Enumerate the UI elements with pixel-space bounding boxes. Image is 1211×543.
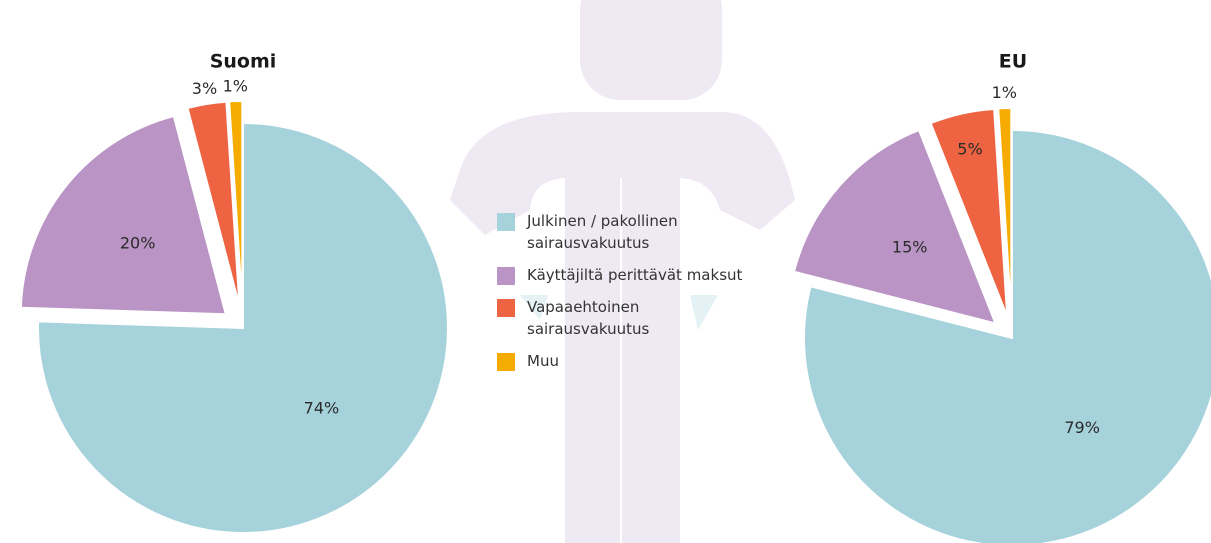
person-silhouette (450, 0, 795, 543)
pie-slice (19, 114, 228, 316)
pie-slice (803, 128, 1211, 543)
data-label: 15% (892, 237, 928, 256)
legend-label: Muu (527, 352, 559, 370)
data-label: 1% (992, 83, 1017, 102)
data-label: 79% (1064, 418, 1100, 437)
legend-item: Käyttäjiltä perittävät maksut (497, 266, 777, 286)
data-label: 1% (223, 76, 248, 95)
data-label: 5% (957, 140, 982, 159)
hand (690, 295, 718, 330)
legend-swatch (497, 213, 515, 231)
pie-slice (997, 107, 1013, 317)
data-label: 3% (192, 79, 217, 98)
legend-label: Vapaaehtoinen sairausvakuutus (527, 298, 650, 338)
legend-swatch (497, 299, 515, 317)
legend-item: Julkinen / pakollinen sairausvakuutus (497, 212, 777, 254)
pie-slice (792, 128, 998, 325)
legend-label: Käyttäjiltä perittävät maksut (527, 266, 743, 284)
pie-slice (228, 100, 244, 307)
legend-label: Julkinen / pakollinen sairausvakuutus (527, 212, 678, 252)
legend: Julkinen / pakollinen sairausvakuutus Käy… (497, 212, 777, 384)
legend-swatch (497, 353, 515, 371)
data-label: 20% (120, 233, 156, 252)
chart-title: EU (999, 51, 1027, 73)
legend-item: Muu (497, 352, 777, 372)
legend-swatch (497, 267, 515, 285)
legend-item: Vapaaehtoinen sairausvakuutus (497, 298, 777, 340)
pie-slice (929, 107, 1009, 317)
pie-slice (186, 100, 241, 307)
hand (520, 295, 548, 320)
chart-title: Suomi (210, 51, 277, 73)
data-label: 74% (304, 398, 340, 417)
pie-slice (37, 121, 449, 534)
